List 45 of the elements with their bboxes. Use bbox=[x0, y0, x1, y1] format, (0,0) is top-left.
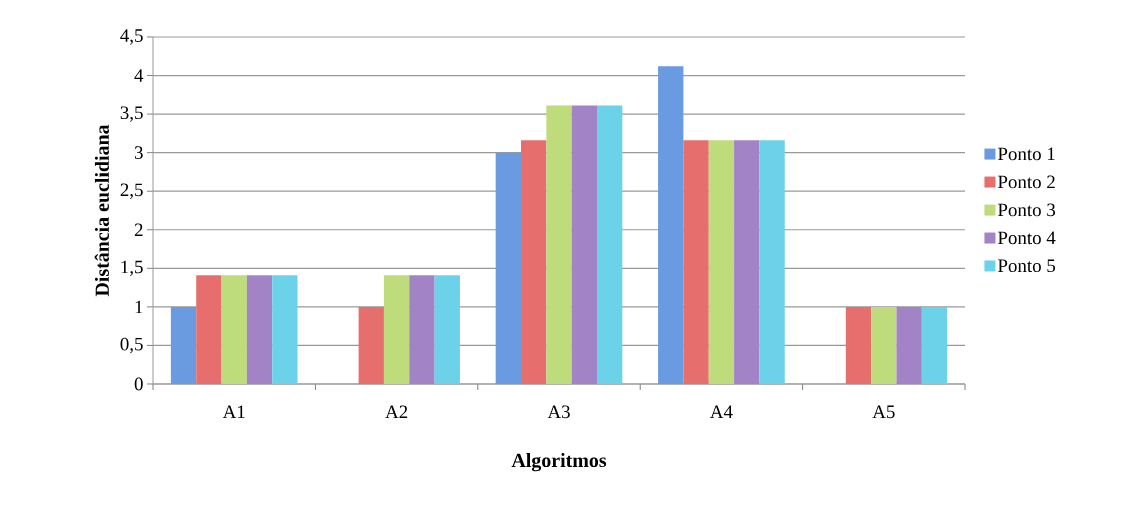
legend-label: Ponto 3 bbox=[997, 203, 1056, 217]
y-tick-label: 0 bbox=[134, 377, 143, 391]
legend-label: Ponto 5 bbox=[997, 259, 1056, 273]
bar bbox=[383, 275, 410, 384]
bar bbox=[708, 140, 735, 384]
x-tick-label: A5 bbox=[872, 405, 895, 419]
x-tick-label: A2 bbox=[385, 405, 408, 419]
bar bbox=[896, 306, 922, 384]
bar bbox=[597, 105, 623, 384]
y-tick-label: 1 bbox=[135, 300, 143, 314]
y-tick-label: 2 bbox=[134, 223, 143, 237]
bar bbox=[221, 275, 247, 384]
bar bbox=[759, 140, 785, 384]
y-tick-label: 3 bbox=[134, 146, 143, 160]
legend-label: Ponto 2 bbox=[997, 175, 1055, 189]
bar bbox=[546, 105, 572, 384]
bar bbox=[571, 105, 598, 384]
bar bbox=[434, 275, 460, 384]
bar bbox=[921, 306, 948, 384]
x-axis-title: Algoritmos bbox=[511, 453, 607, 472]
bar bbox=[845, 306, 872, 384]
y-tick-label: 0,5 bbox=[120, 337, 143, 354]
bar bbox=[871, 306, 897, 384]
bar bbox=[495, 152, 522, 384]
bar bbox=[683, 140, 709, 384]
legend-label: Ponto 4 bbox=[997, 231, 1056, 245]
bar bbox=[734, 140, 760, 384]
y-tick-label: 2,5 bbox=[120, 183, 143, 199]
bar bbox=[170, 306, 197, 384]
bar bbox=[272, 275, 298, 384]
bar bbox=[521, 140, 547, 384]
bar bbox=[246, 275, 273, 384]
y-tick-label: 3,5 bbox=[120, 106, 143, 122]
bar bbox=[358, 306, 384, 384]
x-tick-label: A3 bbox=[547, 405, 570, 419]
x-tick-label: A4 bbox=[710, 405, 733, 418]
y-tick-label: 4 bbox=[134, 69, 144, 82]
y-tick-label: 1,5 bbox=[121, 260, 143, 277]
legend-label: Ponto 1 bbox=[997, 147, 1055, 161]
bar bbox=[658, 66, 684, 384]
bar bbox=[409, 275, 435, 384]
y-tick-label: 4,5 bbox=[120, 29, 143, 45]
y-axis-title: Distância euclidiana bbox=[94, 124, 109, 297]
bar bbox=[196, 275, 222, 384]
x-tick-label: A1 bbox=[222, 405, 245, 418]
